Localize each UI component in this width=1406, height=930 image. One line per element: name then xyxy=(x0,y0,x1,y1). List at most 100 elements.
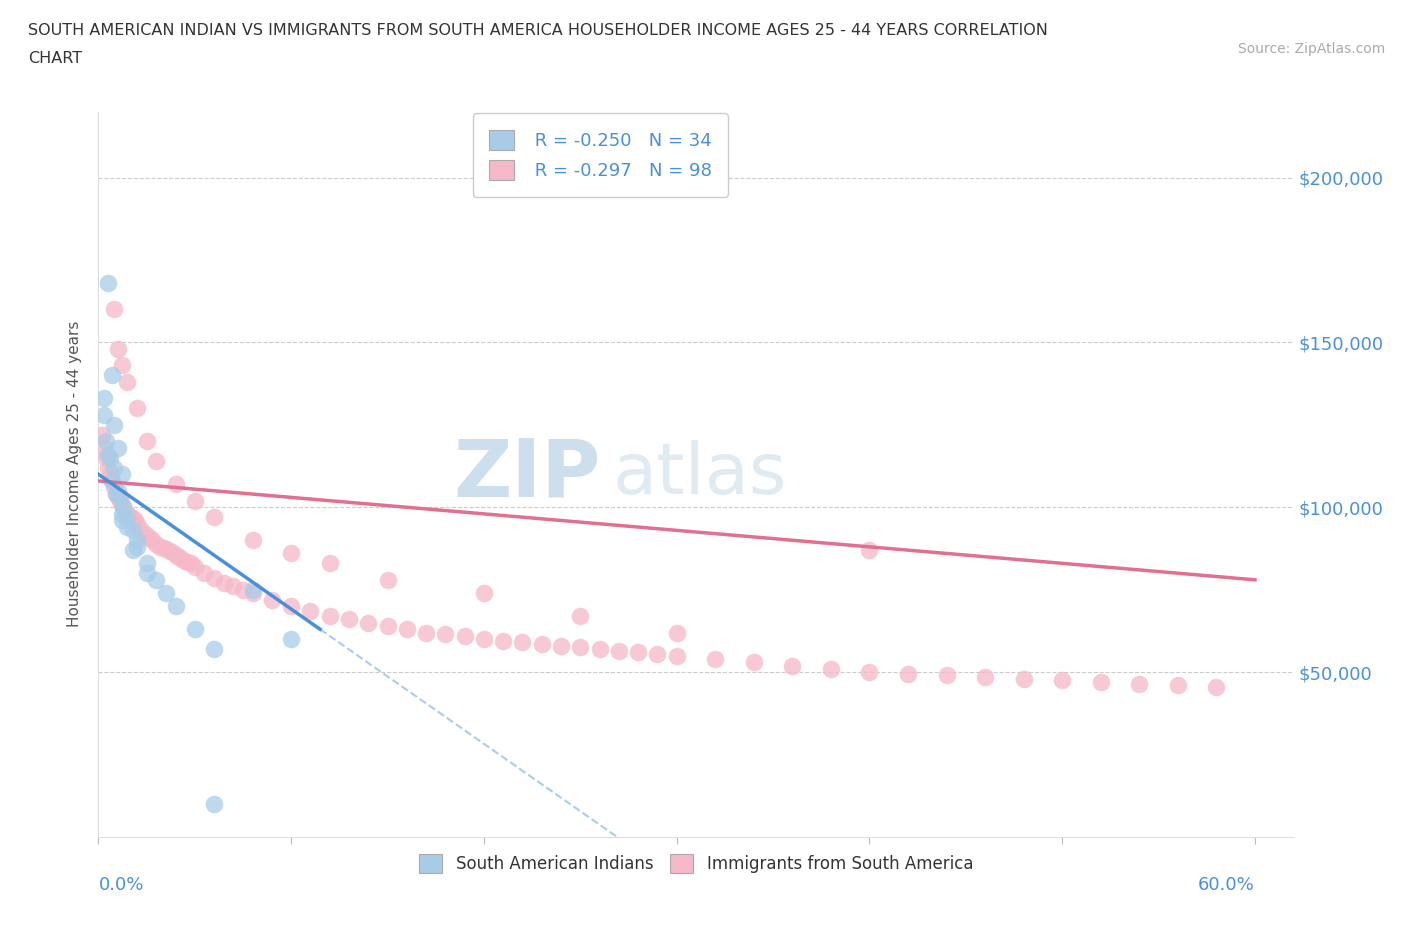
Point xyxy=(212,576,235,591)
Point xyxy=(169,550,191,565)
Point xyxy=(103,418,125,432)
Point xyxy=(107,490,129,505)
Point xyxy=(242,582,264,597)
Point xyxy=(202,797,225,812)
Point xyxy=(202,510,225,525)
Point xyxy=(138,529,160,544)
Point xyxy=(160,544,183,559)
Point xyxy=(107,484,129,498)
Point xyxy=(742,655,765,670)
Point xyxy=(172,552,194,567)
Point xyxy=(184,622,207,637)
Point xyxy=(512,635,534,650)
Point xyxy=(1090,674,1112,689)
Point xyxy=(110,497,132,512)
Point xyxy=(110,507,132,522)
Point xyxy=(98,467,121,482)
Point xyxy=(935,668,957,683)
Point xyxy=(858,543,880,558)
Point xyxy=(125,533,148,548)
Point xyxy=(103,480,125,495)
Point xyxy=(94,450,117,465)
Point xyxy=(110,513,132,528)
Point xyxy=(124,513,146,528)
Point xyxy=(377,572,399,587)
Point xyxy=(97,447,120,462)
Text: ZIP: ZIP xyxy=(453,435,600,513)
Point xyxy=(472,631,495,646)
Text: SOUTH AMERICAN INDIAN VS IMMIGRANTS FROM SOUTH AMERICA HOUSEHOLDER INCOME AGES 2: SOUTH AMERICAN INDIAN VS IMMIGRANTS FROM… xyxy=(28,23,1047,38)
Point xyxy=(357,616,380,631)
Point xyxy=(820,661,842,676)
Point xyxy=(202,571,225,586)
Point xyxy=(974,670,997,684)
Point xyxy=(145,572,167,587)
Point xyxy=(1128,676,1150,691)
Point xyxy=(108,490,131,505)
Legend: South American Indians, Immigrants from South America: South American Indians, Immigrants from … xyxy=(412,847,980,880)
Point xyxy=(193,565,215,580)
Point xyxy=(472,586,495,601)
Point xyxy=(112,499,135,514)
Point xyxy=(165,548,187,563)
Point xyxy=(492,633,515,648)
Point xyxy=(704,652,727,667)
Point xyxy=(232,582,254,597)
Point xyxy=(93,391,115,405)
Point xyxy=(149,539,172,554)
Point xyxy=(125,539,148,554)
Point xyxy=(107,341,129,356)
Point xyxy=(319,556,342,571)
Point xyxy=(184,559,207,574)
Point xyxy=(627,644,650,659)
Point xyxy=(319,608,342,623)
Point xyxy=(156,543,179,558)
Point xyxy=(107,441,129,456)
Point xyxy=(91,427,114,442)
Point xyxy=(280,546,302,561)
Y-axis label: Householder Income Ages 25 - 44 years: Householder Income Ages 25 - 44 years xyxy=(67,321,83,628)
Point xyxy=(134,526,156,541)
Point xyxy=(202,642,225,657)
Point xyxy=(93,407,115,422)
Point xyxy=(184,493,207,508)
Point xyxy=(569,640,592,655)
Point xyxy=(135,565,157,580)
Point xyxy=(260,592,283,607)
Point xyxy=(94,434,117,449)
Point xyxy=(112,499,135,514)
Point xyxy=(550,638,572,653)
Point xyxy=(108,493,131,508)
Text: 0.0%: 0.0% xyxy=(98,876,143,894)
Point xyxy=(415,625,437,640)
Point xyxy=(453,629,475,644)
Point xyxy=(117,510,139,525)
Point xyxy=(110,358,132,373)
Point xyxy=(647,646,669,661)
Point xyxy=(101,473,124,488)
Point xyxy=(337,612,360,627)
Point xyxy=(125,401,148,416)
Point xyxy=(117,507,139,522)
Point xyxy=(434,627,457,642)
Point xyxy=(118,508,141,523)
Point xyxy=(114,503,136,518)
Point xyxy=(858,665,880,680)
Point xyxy=(222,579,245,594)
Point xyxy=(1012,671,1035,686)
Point xyxy=(242,586,264,601)
Point xyxy=(665,648,688,663)
Text: Source: ZipAtlas.com: Source: ZipAtlas.com xyxy=(1237,42,1385,56)
Point xyxy=(665,625,688,640)
Point xyxy=(530,637,553,652)
Point xyxy=(110,467,132,482)
Point xyxy=(1050,673,1073,688)
Point xyxy=(104,486,127,501)
Point xyxy=(97,460,120,475)
Point xyxy=(93,441,115,456)
Point xyxy=(145,536,167,551)
Point xyxy=(165,477,187,492)
Point xyxy=(98,450,121,465)
Point xyxy=(897,666,920,681)
Point xyxy=(165,599,187,614)
